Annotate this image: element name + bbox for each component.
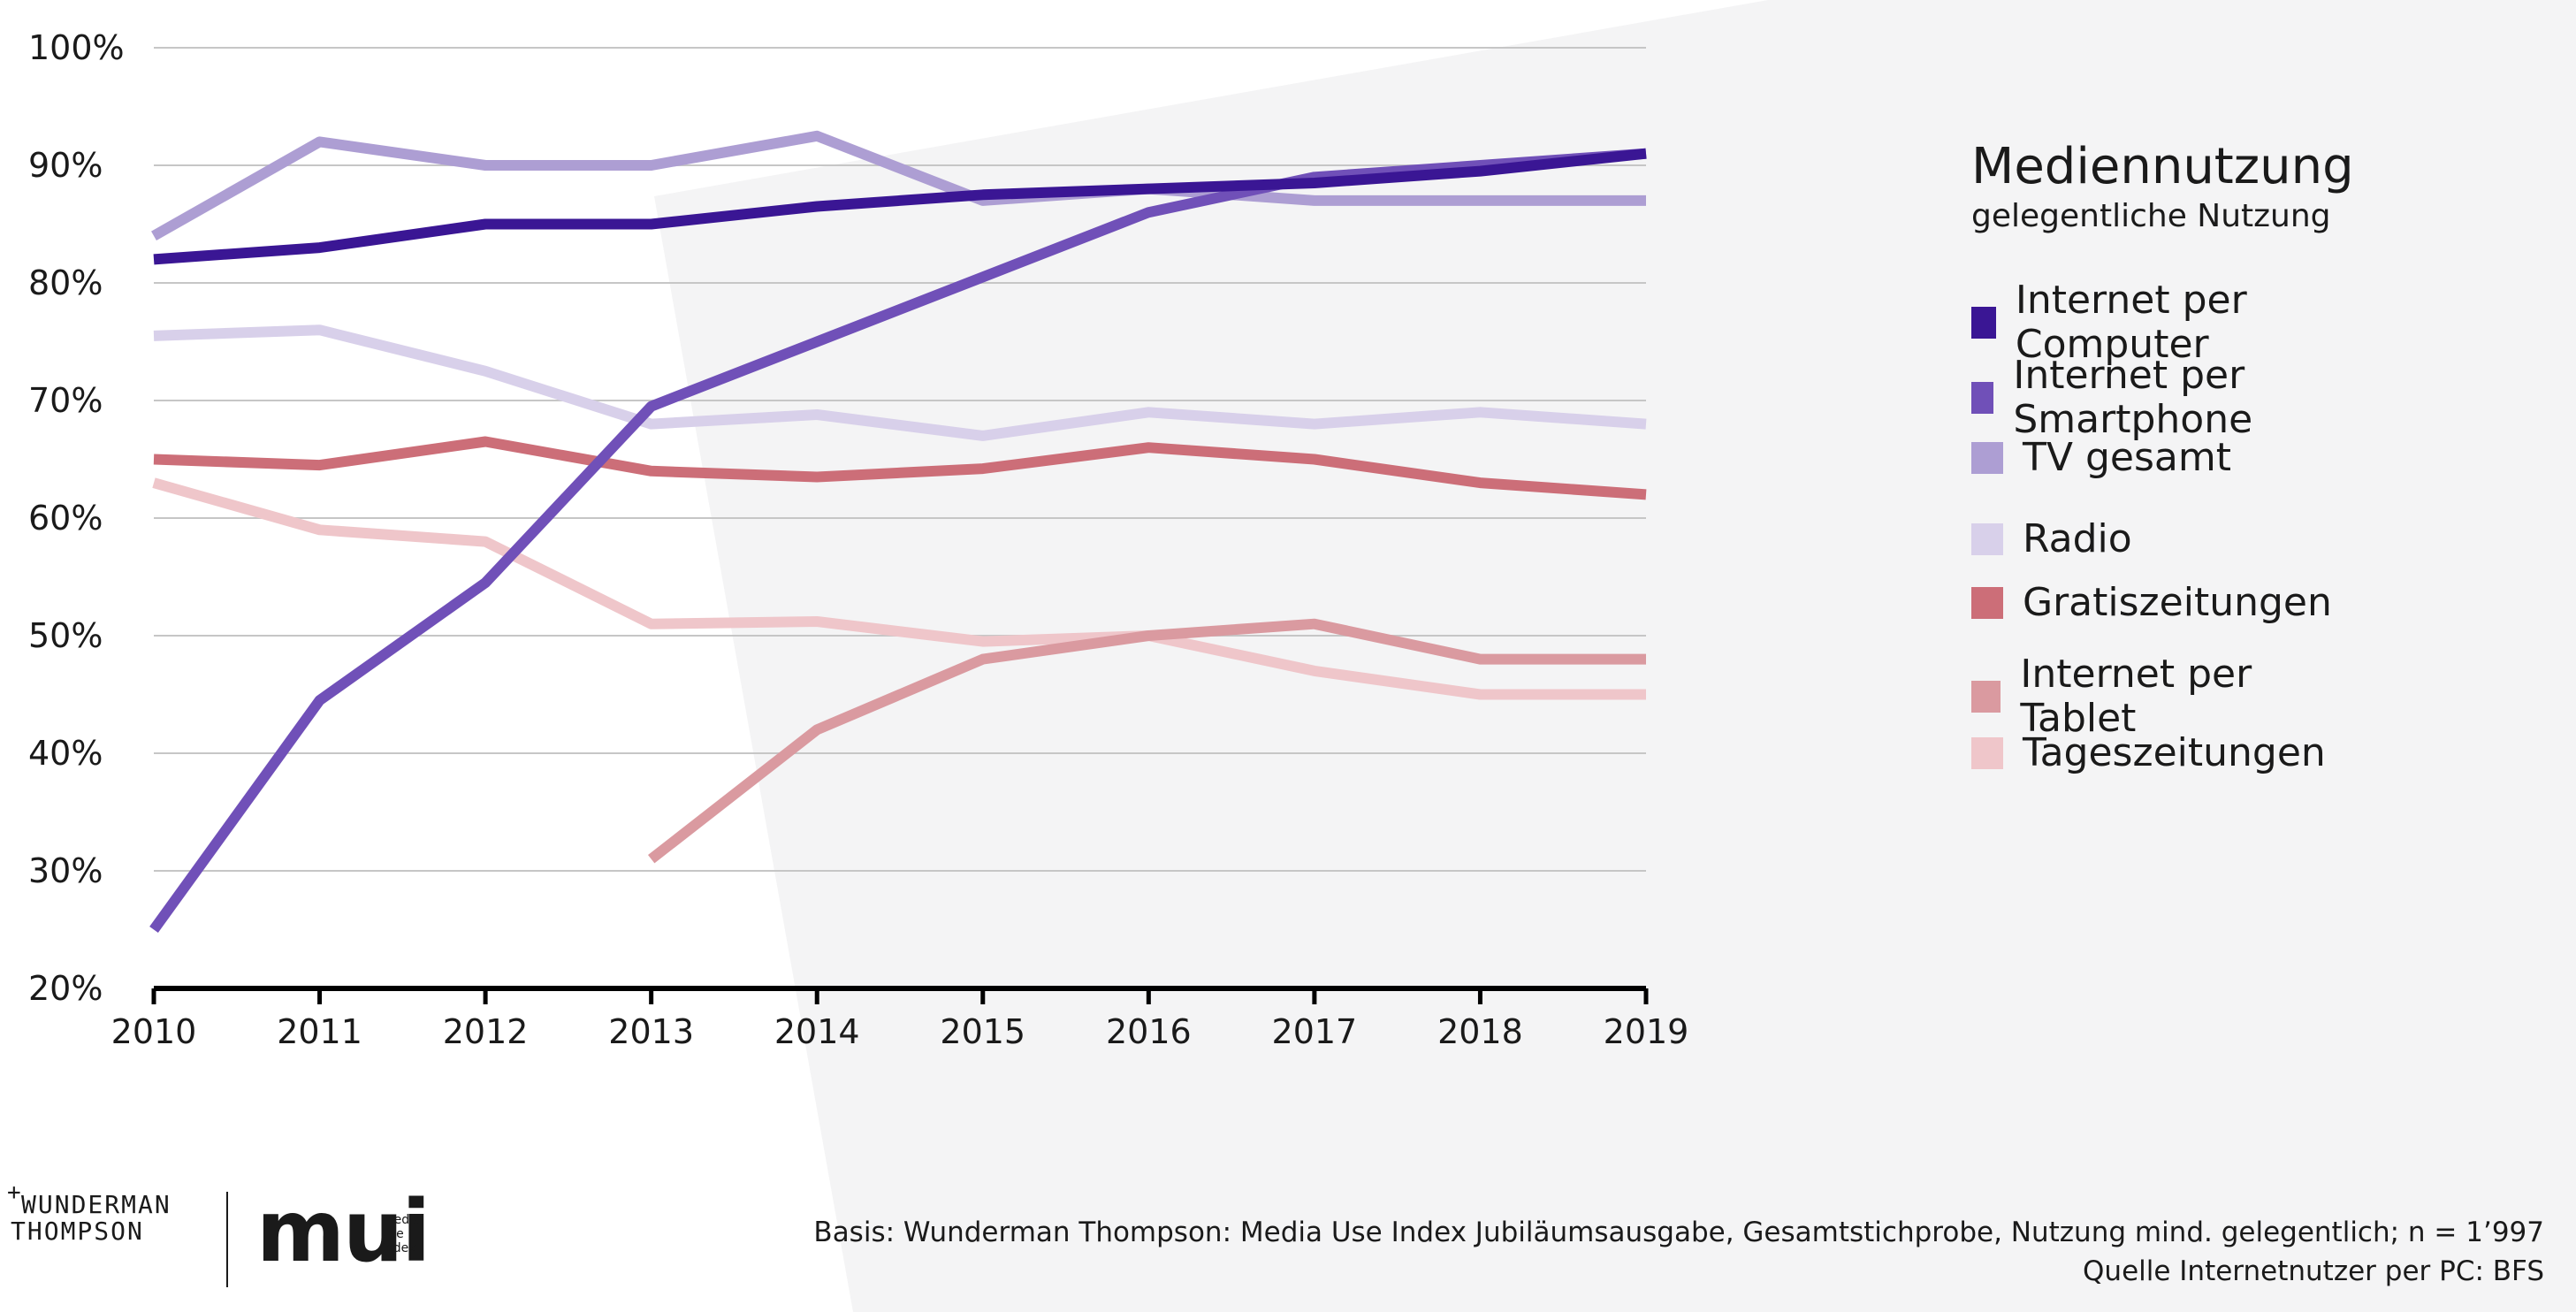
x-tick-label-2010: 2010 [111,1012,197,1051]
wunderman-thompson-logo: + WUNDERMAN THOMPSON [7,1179,171,1246]
logo-line-1: WUNDERMAN [21,1190,171,1219]
y-tick-label-20: 20% [28,969,103,1008]
x-tick-label-2013: 2013 [608,1012,694,1051]
footer-basis: Basis: Wunderman Thompson: Media Use Ind… [813,1217,2544,1248]
x-tick-label-2015: 2015 [940,1012,1025,1051]
legend-item-internet-per-tablet: Internet per Tablet [1971,652,2354,741]
series-lines [149,130,1647,934]
legend-label-internet-per-computer: Internet per Computer [2015,278,2247,367]
x-tick-labels: 2010 2011 2012 2013 2014 2015 2016 2017 2018 2019 [111,1012,1689,1051]
legend-swatch-internet-per-tablet [1971,681,2001,713]
x-axis [151,986,1649,1004]
x-tick-label-2018: 2018 [1437,1012,1523,1051]
series-line-internet-per-tablet [648,618,1646,864]
legend-swatch-tv-gesamt [1971,442,2003,474]
x-tick-label-2016: 2016 [1106,1012,1192,1051]
legend-label-radio: Radio [2023,516,2132,561]
y-tick-label-80: 80% [28,263,103,302]
legend-item-tv-gesamt: TV gesamt [1971,436,2231,480]
y-tick-label-30: 30% [28,851,103,890]
series-line-internet-per-smartphone [149,148,1647,934]
series-line-radio [153,324,1647,441]
mui-logo-subtext: media use index [382,1213,421,1255]
legend-swatch-tageszeitungen [1971,737,2003,769]
x-tick-label-2011: 2011 [277,1012,362,1051]
chart-subtitle: gelegentliche Nutzung [1971,198,2331,234]
footer-source: Quelle Internetnutzer per PC: BFS [2083,1255,2544,1287]
y-tick-labels: 20% 30% 40% 50% 60% 70% 80% 90% 100% [28,28,125,1008]
legend-item-radio: Radio [1971,517,2132,561]
y-tick-label-90: 90% [28,146,103,185]
legend-item-gratiszeitungen: Gratiszeitungen [1971,581,2332,625]
legend-item-internet-per-computer: Internet per Computer [1971,278,2354,367]
legend-item-tageszeitungen: Tageszeitungen [1971,731,2326,775]
mui-sub-1: media [382,1213,421,1227]
x-tick-label-2019: 2019 [1604,1012,1689,1051]
logo-divider [226,1192,228,1287]
series-line-tv-gesamt [151,130,1646,241]
x-tick-label-2012: 2012 [443,1012,529,1051]
series-line-tageszeitungen [152,477,1646,700]
legend-swatch-internet-per-computer [1971,307,1996,339]
x-tick-label-2017: 2017 [1272,1012,1358,1051]
mui-logo: mui [256,1182,431,1281]
legend-swatch-gratiszeitungen [1971,587,2003,619]
legend-label-internet-per-smartphone: Internet per Smartphone [2013,353,2253,442]
legend: Mediennutzung gelegentliche Nutzung Inte… [1971,137,2354,775]
y-tick-label-100: 100% [28,28,125,67]
y-tick-label-70: 70% [28,381,103,420]
legend-label-gratiszeitungen: Gratiszeitungen [2023,580,2332,625]
y-tick-label-50: 50% [28,616,103,655]
logo-line-2: THOMPSON [11,1217,144,1246]
source-note: Basis: Wunderman Thompson: Media Use Ind… [813,1213,2544,1291]
y-tick-label-40: 40% [28,734,103,773]
series-line-internet-per-computer [153,148,1647,265]
legend-swatch-radio [1971,523,2003,555]
x-tick-label-2014: 2014 [774,1012,860,1051]
series-line-gratiszeitungen [153,436,1647,500]
mui-sub-3: index [382,1241,416,1255]
legend-label-tv-gesamt: TV gesamt [2023,435,2231,480]
legend-item-internet-per-smartphone: Internet per Smartphone [1971,354,2354,442]
legend-label-internet-per-tablet: Internet per Tablet [2020,652,2252,741]
legend-label-tageszeitungen: Tageszeitungen [2023,730,2326,775]
legend-swatch-internet-per-smartphone [1971,382,1994,414]
mui-sub-2: use [382,1227,404,1241]
chart-title: Mediennutzung [1971,138,2354,195]
y-tick-label-60: 60% [28,499,103,538]
logo-plus: + [7,1179,23,1206]
